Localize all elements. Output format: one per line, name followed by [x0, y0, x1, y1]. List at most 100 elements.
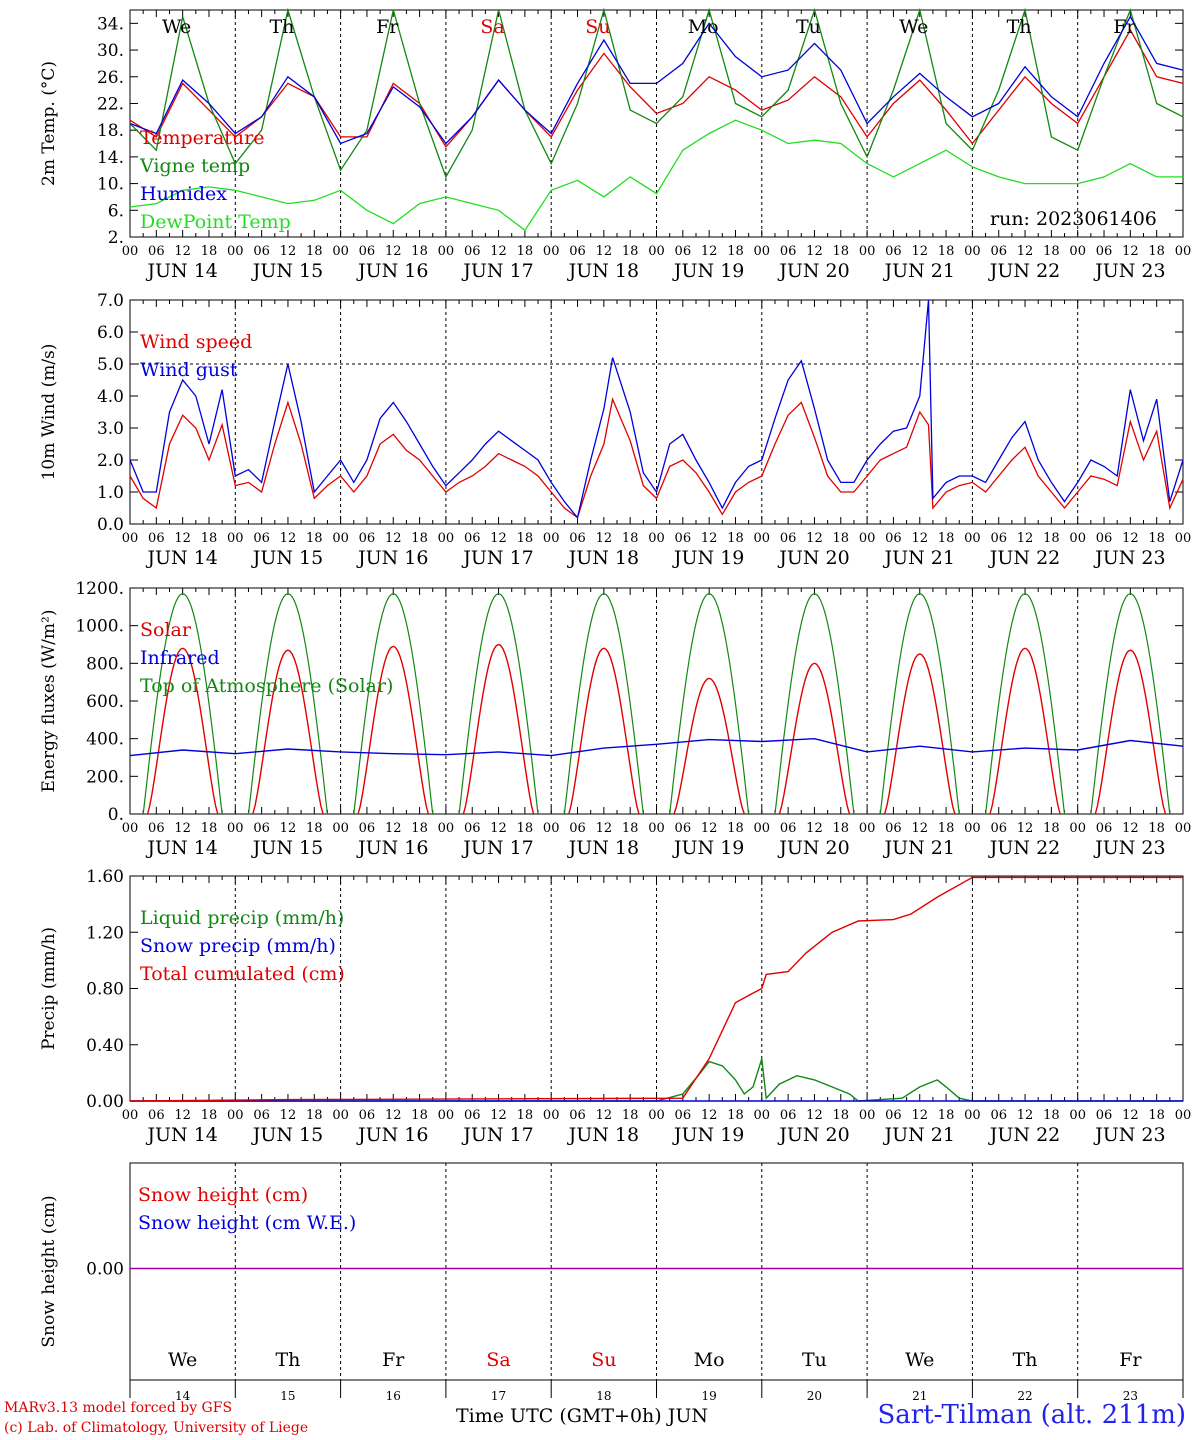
- series-infrared: [129, 737, 1184, 757]
- x-hour-label: 06: [148, 821, 165, 836]
- x-hour-label: 06: [885, 531, 902, 546]
- x-hour-label: 06: [464, 244, 481, 259]
- legend-entry: Solar: [140, 619, 192, 641]
- x-hour-label: 18: [201, 531, 218, 546]
- y-axis-label: 2m Temp. (°C): [39, 61, 59, 186]
- x-hour-label: 18: [1043, 244, 1060, 259]
- toa-solar-arch: [563, 592, 644, 815]
- x-hour-label: 12: [174, 531, 191, 546]
- y-tick-label: 1200.: [75, 579, 124, 599]
- x-hour-label: 06: [359, 531, 376, 546]
- y-tick-label: 18.: [97, 121, 124, 141]
- x-hour-label: 12: [490, 821, 507, 836]
- x-hour-label: 06: [569, 1108, 586, 1123]
- x-hour-label: 06: [780, 821, 797, 836]
- x-day-number: 14: [175, 1389, 191, 1403]
- weekday-label: We: [162, 16, 191, 38]
- legend-entry: Snow precip (mm/h): [140, 935, 336, 957]
- x-hour-label: 06: [780, 1108, 797, 1123]
- legend-entry: Snow height (cm W.E.): [138, 1212, 356, 1234]
- x-day-label: JUN 19: [672, 547, 744, 569]
- x-hour-label: 18: [517, 821, 534, 836]
- y-tick-label: 7.0: [97, 291, 124, 311]
- x-axis-title: Time UTC (GMT+0h) JUN: [456, 1405, 708, 1427]
- x-hour-label: 00: [332, 1108, 349, 1123]
- weekday-label: We: [899, 16, 928, 38]
- toa-solar-arch: [774, 592, 855, 815]
- x-hour-label: 00: [859, 244, 876, 259]
- toa-solar-arch: [669, 592, 750, 815]
- x-hour-label: 00: [859, 1108, 876, 1123]
- x-hour-label: 06: [569, 821, 586, 836]
- station-name: Sart-Tilman (alt. 211m): [877, 1400, 1186, 1430]
- x-day-number: 23: [1123, 1389, 1138, 1403]
- x-day-label: JUN 23: [1093, 1124, 1165, 1146]
- legend-entry: Wind speed: [140, 331, 252, 353]
- x-hour-label: 18: [727, 244, 744, 259]
- x-hour-label: 12: [596, 531, 613, 546]
- y-tick-label: 14.: [97, 148, 124, 168]
- x-hour-label: 00: [1175, 531, 1192, 546]
- y-tick-label: 200.: [86, 767, 124, 787]
- x-hour-label: 18: [1043, 1108, 1060, 1123]
- x-hour-label: 12: [174, 244, 191, 259]
- y-tick-label: 26.: [97, 68, 124, 88]
- x-day-label: JUN 17: [461, 547, 533, 569]
- x-hour-label: 06: [990, 1108, 1007, 1123]
- x-hour-label: 06: [253, 821, 270, 836]
- series-total-cumulated-cm-: [129, 876, 1183, 1102]
- y-axis-label: Snow height (cm): [39, 1195, 59, 1347]
- x-hour-label: 00: [859, 821, 876, 836]
- y-tick-label: 600.: [86, 692, 124, 712]
- x-hour-label: 12: [701, 244, 718, 259]
- x-day-label: JUN 17: [461, 1124, 533, 1146]
- weekday-label: Th: [269, 16, 294, 38]
- x-hour-label: 00: [1175, 1108, 1192, 1123]
- x-hour-label: 18: [306, 821, 323, 836]
- y-axis-label: Energy fluxes (W/m²): [39, 610, 59, 793]
- weekday-label: We: [905, 1349, 934, 1371]
- x-day-label: JUN 15: [251, 837, 323, 859]
- series-humidex: [129, 15, 1184, 145]
- x-hour-label: 18: [306, 244, 323, 259]
- x-hour-label: 12: [174, 1108, 191, 1123]
- run-label: run: 2023061406: [990, 208, 1157, 230]
- y-axis-label: Precip (mm/h): [39, 927, 59, 1050]
- weekday-label: We: [168, 1349, 197, 1371]
- x-hour-label: 18: [411, 244, 428, 259]
- x-day-label: JUN 16: [356, 837, 428, 859]
- x-hour-label: 18: [622, 244, 639, 259]
- x-day-label: JUN 20: [777, 1124, 849, 1146]
- x-day-number: 15: [280, 1389, 295, 1403]
- x-hour-label: 06: [990, 244, 1007, 259]
- x-day-label: JUN 15: [251, 260, 323, 282]
- x-day-label: JUN 14: [145, 1124, 217, 1146]
- x-hour-label: 12: [701, 531, 718, 546]
- x-hour-label: 00: [859, 531, 876, 546]
- x-hour-label: 12: [911, 821, 928, 836]
- x-hour-label: 12: [701, 1108, 718, 1123]
- x-day-label: JUN 17: [461, 837, 533, 859]
- legend-entry: Snow height (cm): [138, 1184, 308, 1206]
- x-hour-label: 12: [596, 244, 613, 259]
- toa-solar-arch: [1090, 592, 1171, 815]
- x-hour-label: 18: [1148, 821, 1165, 836]
- y-tick-label: 2.: [108, 228, 124, 248]
- x-hour-label: 00: [543, 531, 560, 546]
- weekday-label: Th: [1013, 1349, 1038, 1371]
- x-day-number: 19: [702, 1389, 717, 1403]
- x-day-number: 21: [912, 1389, 927, 1403]
- x-hour-label: 06: [780, 244, 797, 259]
- x-hour-label: 18: [1043, 821, 1060, 836]
- x-hour-label: 18: [833, 531, 850, 546]
- x-hour-label: 06: [675, 1108, 692, 1123]
- series-wind-gust: [129, 299, 1184, 520]
- x-hour-label: 06: [359, 244, 376, 259]
- toa-solar-arch: [353, 592, 434, 815]
- y-tick-label: 0.: [108, 805, 124, 825]
- x-hour-label: 00: [1175, 821, 1192, 836]
- x-hour-label: 00: [438, 531, 455, 546]
- x-hour-label: 06: [990, 821, 1007, 836]
- legend-entry: Vigne temp: [139, 155, 250, 177]
- x-hour-label: 06: [675, 531, 692, 546]
